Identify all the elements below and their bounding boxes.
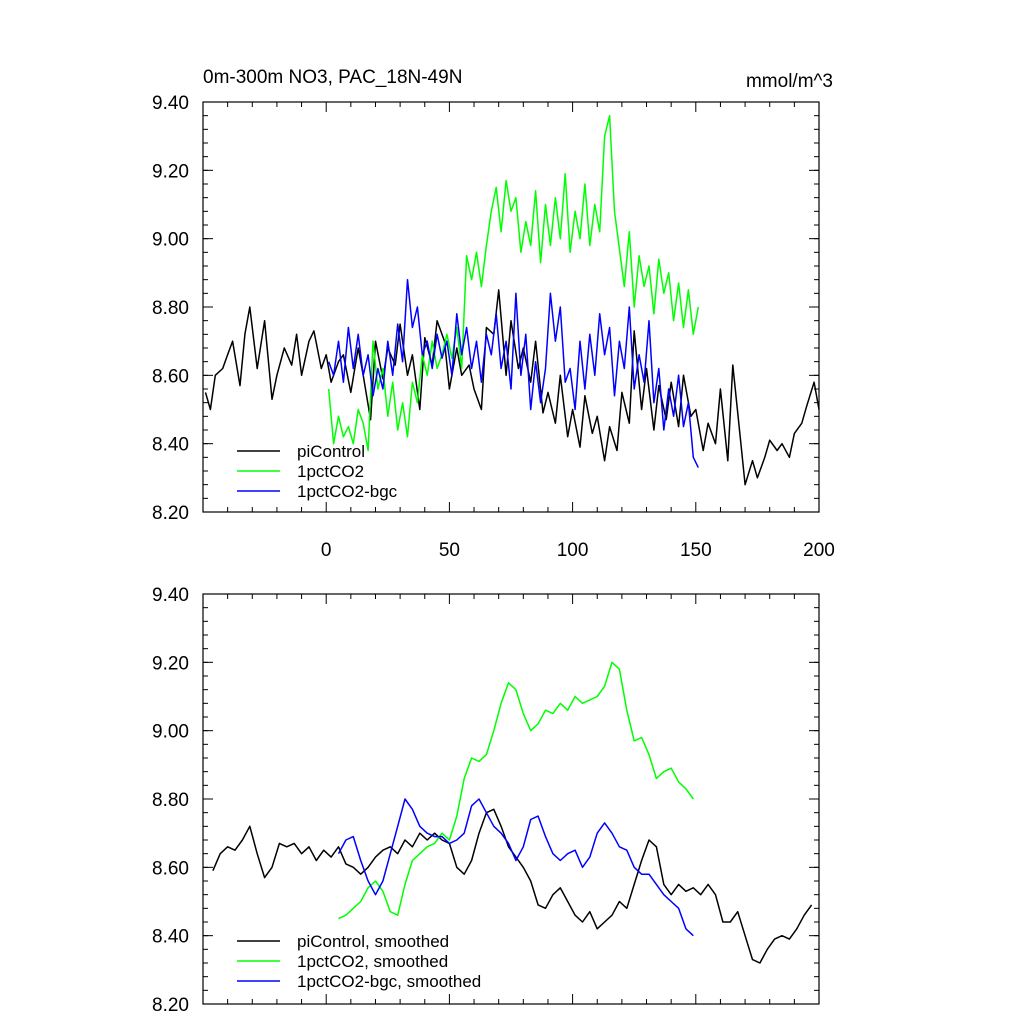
series-group-top <box>204 114 820 486</box>
legend-label: 1pctCO2-bgc <box>297 482 398 501</box>
y-tick-label: 8.40 <box>152 927 189 948</box>
y-tick-label: 9.00 <box>152 230 189 251</box>
x-tick-label: 200 <box>803 540 835 561</box>
y-tick-label: 9.40 <box>152 585 189 606</box>
legend-label: 1pctCO2, smoothed <box>297 952 448 971</box>
legend-label: piControl <box>297 442 365 461</box>
y-tick-label: 9.20 <box>152 161 189 182</box>
chart-title: 0m-300m NO3, PAC_18N-49N <box>203 67 462 88</box>
series-line-1pctco2 <box>327 114 700 452</box>
series-line-1pctco2-bgc-smoothed <box>337 798 694 937</box>
y-tick-label: 8.20 <box>152 503 189 524</box>
y-tick-label: 9.40 <box>152 93 189 114</box>
y-tick-label: 9.20 <box>152 653 189 674</box>
legend-label: 1pctCO2-bgc, smoothed <box>297 972 481 991</box>
x-tick-label: 50 <box>439 540 460 561</box>
top-panel: 0m-300m NO3, PAC_18N-49N mmol/m^3 8.20 8.… <box>152 67 835 561</box>
legend-label: piControl, smoothed <box>297 932 449 951</box>
series-line-1pctco2-bgc <box>327 278 699 468</box>
y-tick-label: 8.60 <box>152 366 189 387</box>
y-tick-label: 9.00 <box>152 722 189 743</box>
y-tick-label: 8.20 <box>152 995 189 1016</box>
y-tick-label: 8.80 <box>152 790 189 811</box>
x-tick-label: 0 <box>321 540 332 561</box>
y-tick-label: 8.60 <box>152 858 189 879</box>
series-group-bottom <box>212 661 813 964</box>
y-tick-label: 8.40 <box>152 435 189 456</box>
legend-label: 1pctCO2 <box>297 462 364 481</box>
units-label: mmol/m^3 <box>746 71 833 92</box>
plot-frame-bottom <box>202 593 820 1005</box>
bottom-panel: 8.20 8.40 8.60 8.80 9.00 9.20 9.40 piControl, … <box>152 585 820 1016</box>
y-tick-label: 8.80 <box>152 298 189 319</box>
series-line-1pctco2-smoothed <box>338 661 694 920</box>
series-line-picontrol <box>204 289 820 486</box>
x-tick-label: 150 <box>680 540 712 561</box>
x-tick-label: 100 <box>557 540 589 561</box>
